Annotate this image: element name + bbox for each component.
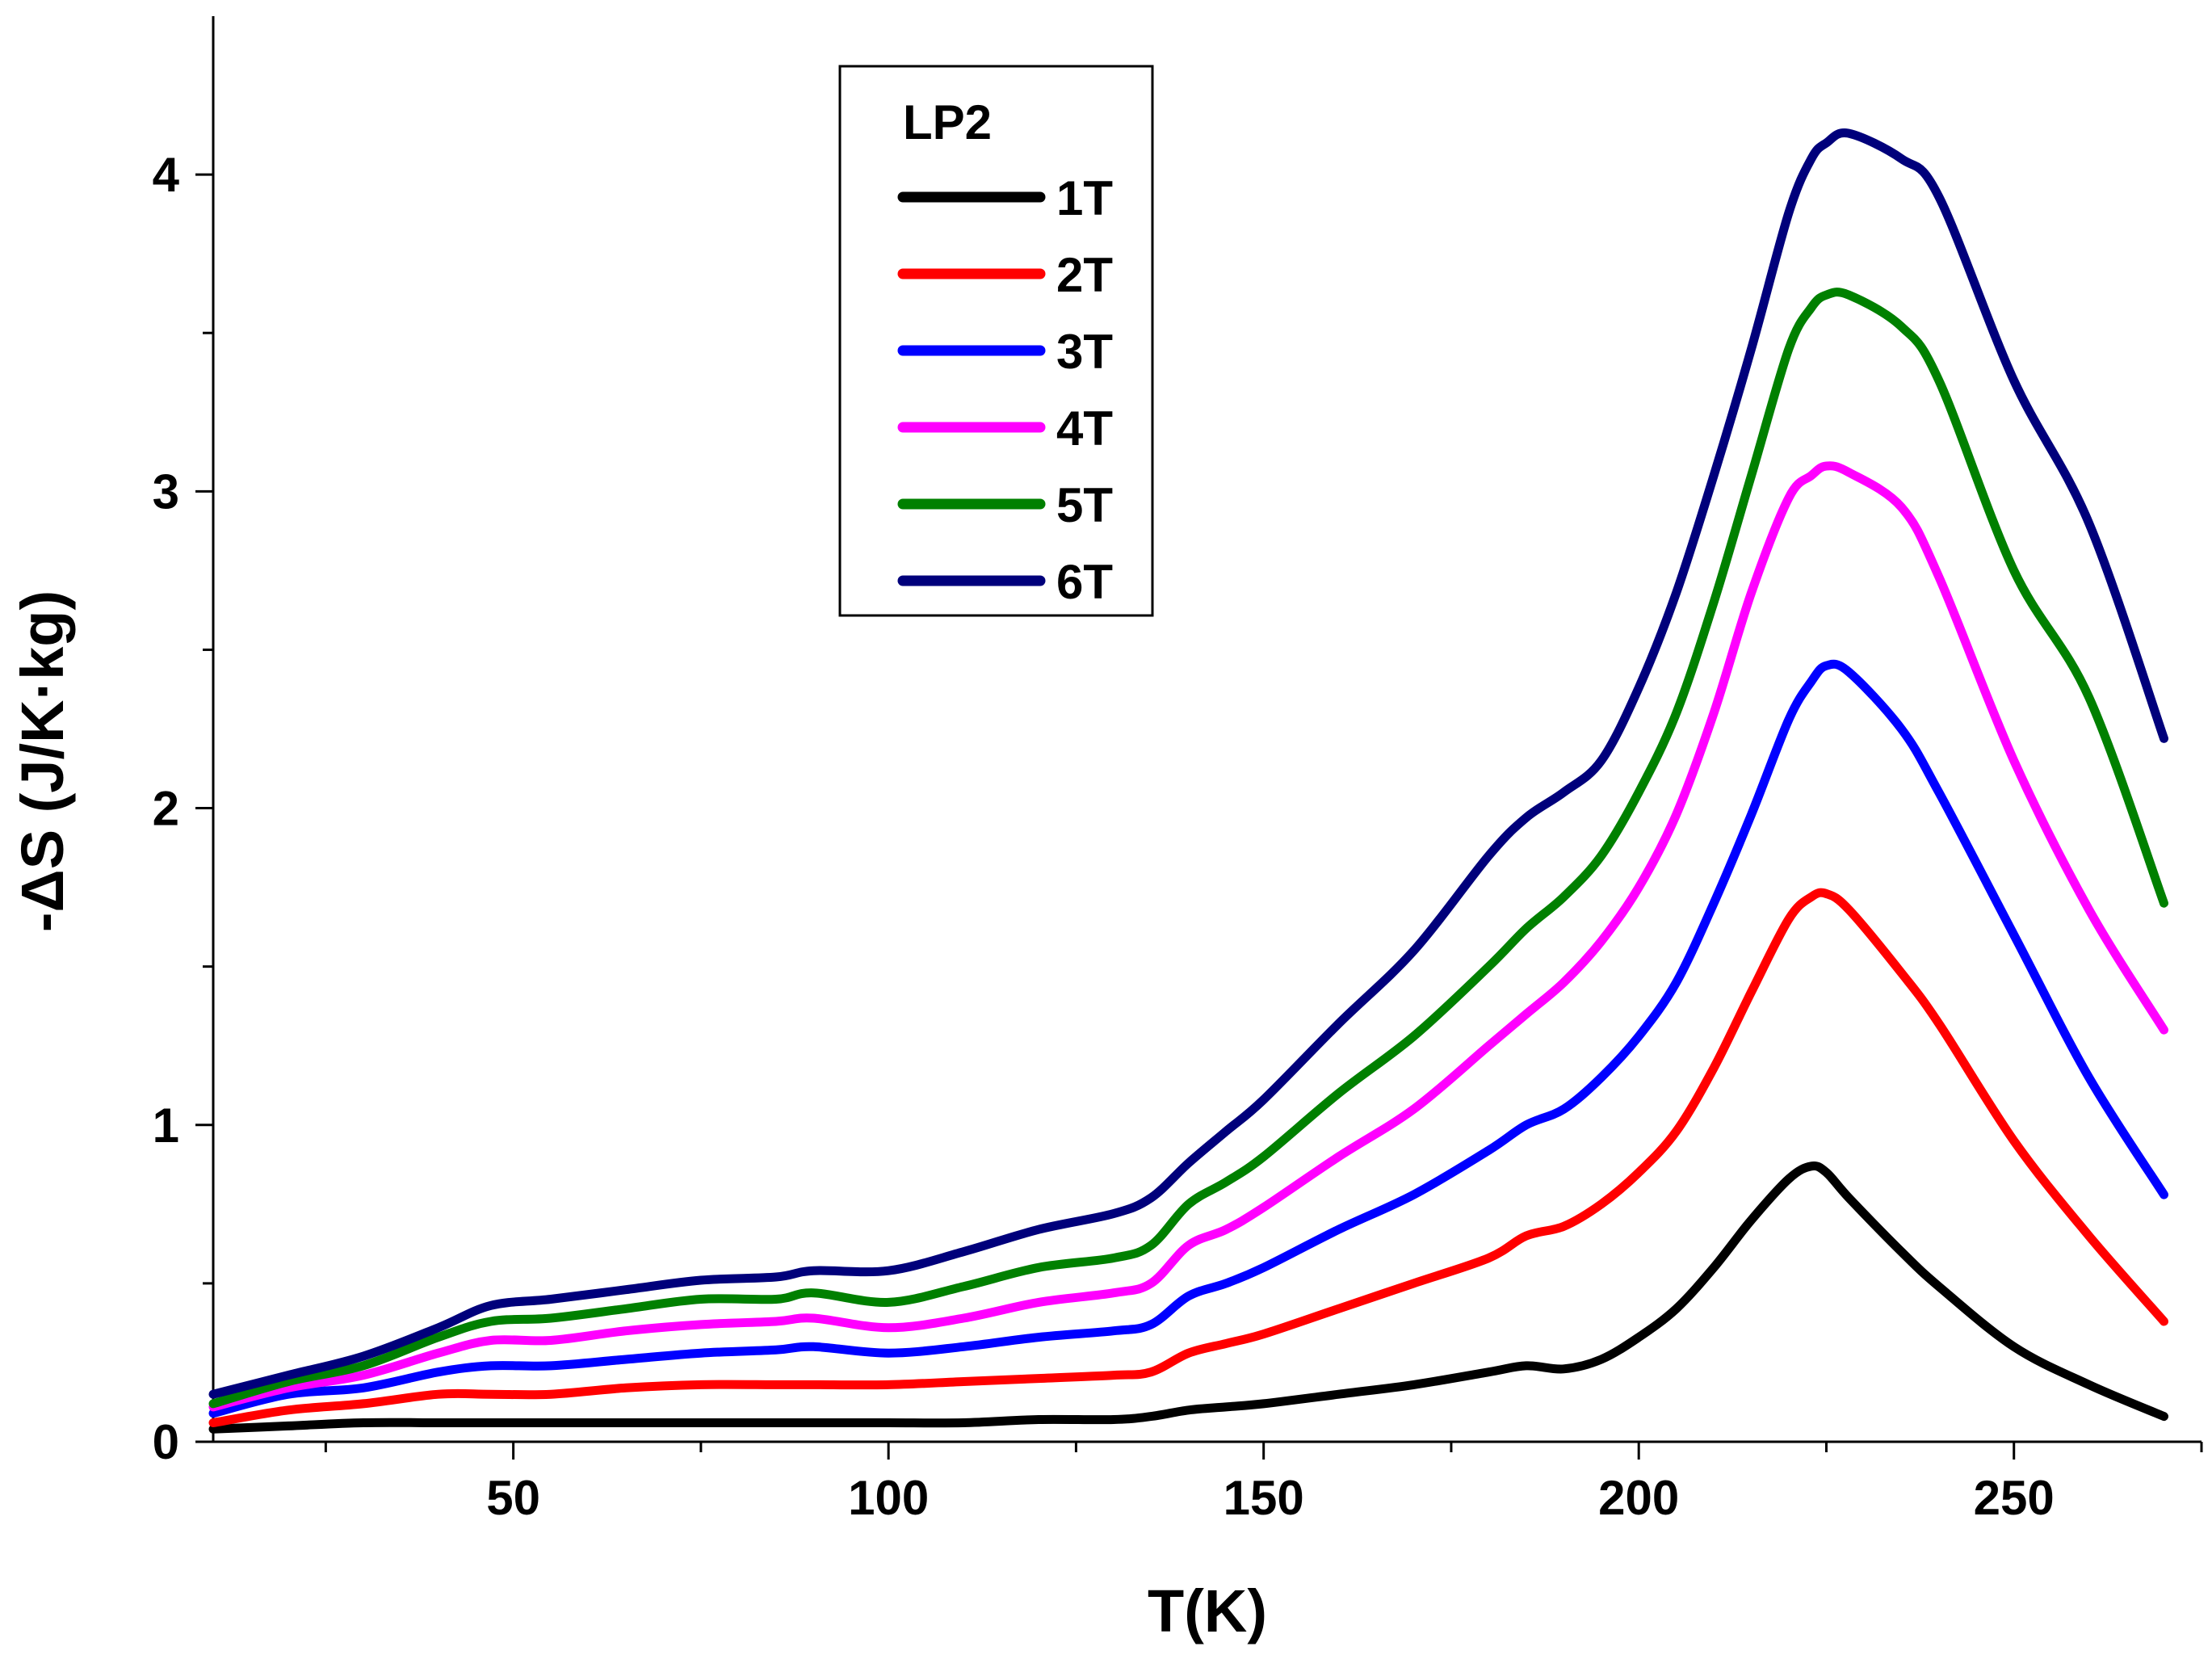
y-tick-label: 4 xyxy=(153,148,180,202)
legend-label: 1T xyxy=(1056,171,1113,225)
legend-label: 2T xyxy=(1056,248,1113,302)
y-tick-label: 3 xyxy=(153,464,179,519)
x-tick-label: 250 xyxy=(1974,1471,2055,1525)
y-tick-label: 1 xyxy=(153,1098,179,1153)
x-axis-label: T(K) xyxy=(1148,1577,1267,1644)
y-tick-label: 2 xyxy=(153,782,179,836)
legend-label: 3T xyxy=(1056,325,1113,379)
legend-item-6T: 6T xyxy=(897,555,1113,609)
legend-box xyxy=(838,65,1154,617)
x-tick-label: 150 xyxy=(1224,1471,1304,1525)
series-line-4T xyxy=(208,461,2168,1412)
plot-frame xyxy=(212,16,2202,1443)
x-axis-ticks: 50 100 150 200 250 xyxy=(324,1442,2203,1525)
legend-item-5T: 5T xyxy=(897,478,1113,532)
series-line-5T xyxy=(208,288,2168,1409)
legend-label: 4T xyxy=(1056,401,1113,456)
series-line-1T xyxy=(208,1161,2168,1434)
y-axis-label: -ΔS (J/K·kg) xyxy=(9,590,76,932)
legend-item-4T: 4T xyxy=(897,401,1113,456)
x-tick-label: 200 xyxy=(1598,1471,1679,1525)
legend-item-1T: 1T xyxy=(897,171,1113,225)
x-tick-label: 100 xyxy=(848,1471,929,1525)
legend: LP2 1T 2T 3T 4T 5T 6T xyxy=(838,65,1154,617)
y-axis-ticks: 0 1 2 3 4 xyxy=(153,148,213,1469)
y-tick-label: 0 xyxy=(153,1415,179,1469)
legend-item-3T: 3T xyxy=(897,325,1113,379)
series-line-2T xyxy=(208,888,2168,1427)
legend-item-2T: 2T xyxy=(897,248,1113,302)
legend-items: 1T 2T 3T 4T 5T 6T xyxy=(897,171,1113,609)
x-tick-label: 50 xyxy=(486,1471,540,1525)
legend-label: 5T xyxy=(1056,478,1113,532)
series-layer xyxy=(208,128,2168,1434)
series-line-3T xyxy=(208,659,2168,1418)
series-line-6T xyxy=(208,128,2168,1399)
legend-label: 6T xyxy=(1056,555,1113,609)
legend-title: LP2 xyxy=(903,95,992,149)
